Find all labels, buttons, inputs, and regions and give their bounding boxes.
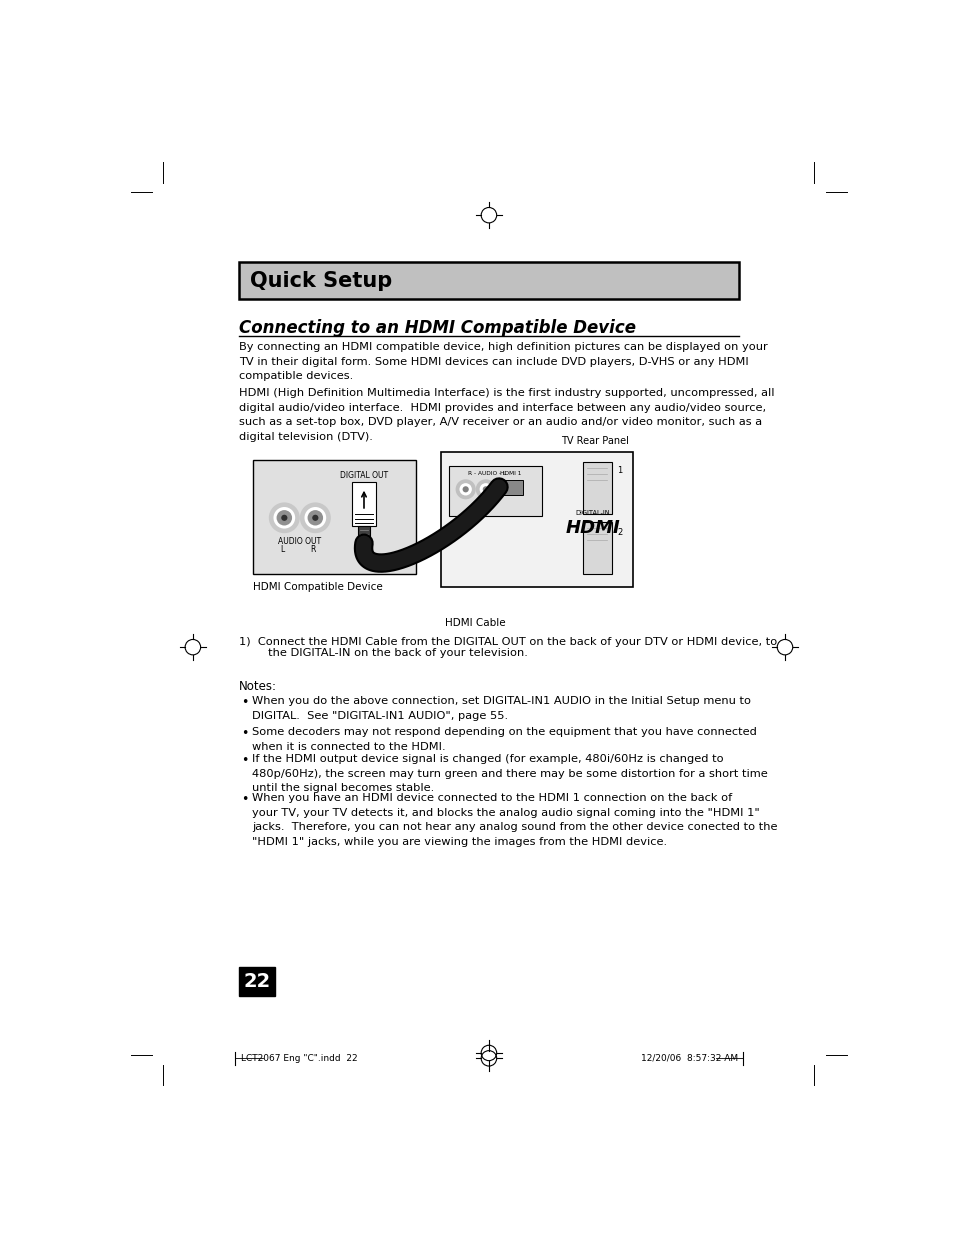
Bar: [352, 482, 375, 526]
Text: 1: 1: [617, 466, 622, 475]
Bar: [582, 521, 612, 574]
Text: HDMI 1: HDMI 1: [499, 471, 520, 475]
Bar: [239, 967, 274, 995]
Text: AUDIO OUT: AUDIO OUT: [278, 537, 321, 546]
Text: When you have an HDMI device connected to the HDMI 1 connection on the back of
y: When you have an HDMI device connected t…: [252, 793, 777, 847]
Text: R - AUDIO - L: R - AUDIO - L: [468, 471, 506, 475]
Text: •: •: [241, 697, 248, 709]
Text: LCT2067 Eng "C".indd  22: LCT2067 Eng "C".indd 22: [241, 1053, 357, 1063]
Text: •: •: [241, 755, 248, 767]
Text: TV Rear Panel: TV Rear Panel: [560, 436, 629, 446]
Text: 22: 22: [243, 972, 271, 990]
Bar: [499, 480, 522, 495]
Circle shape: [459, 483, 472, 495]
Circle shape: [307, 510, 323, 526]
Bar: [253, 461, 416, 574]
Text: If the HDMI output device signal is changed (for example, 480i/60Hz is changed t: If the HDMI output device signal is chan…: [252, 755, 767, 793]
Circle shape: [456, 479, 476, 499]
Text: HDMI: HDMI: [565, 520, 619, 537]
Circle shape: [299, 503, 331, 534]
Text: 1)  Connect the HDMI Cable from the DIGITAL OUT on the back of your DTV or HDMI : 1) Connect the HDMI Cable from the DIGIT…: [239, 637, 777, 647]
Circle shape: [274, 508, 294, 529]
Circle shape: [476, 479, 496, 499]
Text: When you do the above connection, set DIGITAL-IN1 AUDIO in the Initial Setup men: When you do the above connection, set DI…: [252, 697, 750, 721]
Text: HDMI Compatible Device: HDMI Compatible Device: [253, 582, 383, 592]
Text: L: L: [279, 545, 284, 553]
Text: HDMI (High Definition Multimedia Interface) is the first industry supported, unc: HDMI (High Definition Multimedia Interfa…: [239, 389, 774, 442]
Text: •: •: [241, 793, 248, 806]
Circle shape: [281, 515, 287, 521]
Text: By connecting an HDMI compatible device, high definition pictures can be display: By connecting an HDMI compatible device,…: [239, 342, 767, 382]
Text: DIGITAL-IN: DIGITAL-IN: [575, 510, 610, 516]
Bar: [582, 462, 612, 514]
Text: Notes:: Notes:: [239, 679, 277, 693]
Text: •: •: [241, 727, 248, 740]
Circle shape: [276, 510, 292, 526]
Text: Quick Setup: Quick Setup: [250, 270, 392, 290]
Bar: [440, 452, 633, 587]
Text: Connecting to an HDMI Compatible Device: Connecting to an HDMI Compatible Device: [239, 319, 636, 337]
Circle shape: [479, 483, 492, 495]
Text: R: R: [310, 545, 315, 553]
Bar: [239, 262, 739, 299]
Bar: [448, 466, 541, 516]
Circle shape: [269, 503, 299, 534]
Text: Some decoders may not respond depending on the equipment that you have connected: Some decoders may not respond depending …: [252, 727, 756, 752]
Text: 2: 2: [617, 527, 622, 537]
Text: HDMI Cable: HDMI Cable: [444, 618, 505, 627]
Text: the DIGITAL-IN on the back of your television.: the DIGITAL-IN on the back of your telev…: [250, 648, 528, 658]
Text: 12/20/06  8:57:32 AM: 12/20/06 8:57:32 AM: [639, 1053, 737, 1063]
Circle shape: [304, 508, 326, 529]
Circle shape: [482, 487, 488, 493]
Circle shape: [462, 487, 468, 493]
Bar: [357, 526, 370, 543]
Circle shape: [312, 515, 318, 521]
Text: DIGITAL OUT: DIGITAL OUT: [339, 471, 388, 480]
